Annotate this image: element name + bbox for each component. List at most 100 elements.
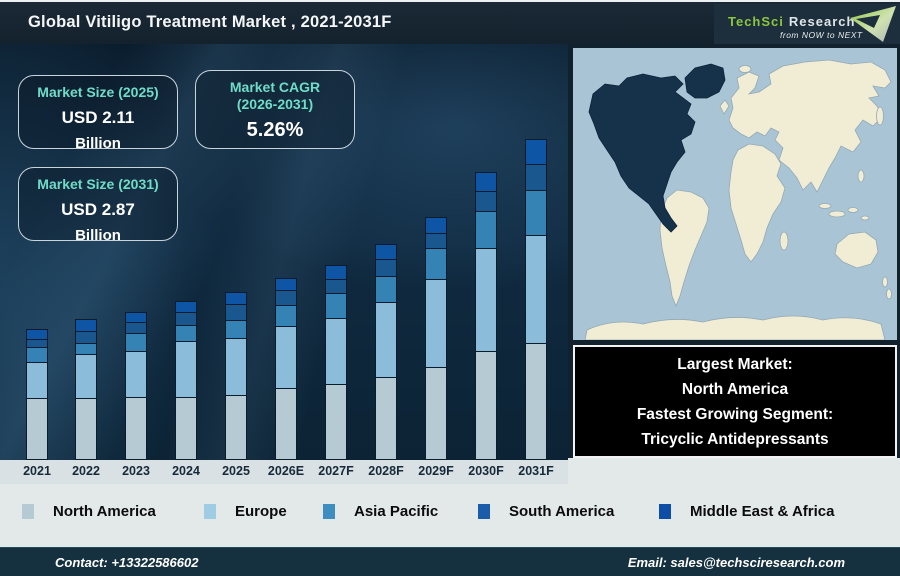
legend-swatch [659,503,671,519]
stat-box-market-size-2031: Market Size (2031) USD 2.87 Billion [18,167,178,244]
logo-tagline: from NOW to NEXT [780,30,863,40]
bar-segment-north-america [75,398,97,460]
stat-unit: Billion [75,135,121,152]
page-title: Global Vitiligo Treatment Market , 2021-… [28,13,392,31]
legend-label: South America [509,502,615,520]
bar-2024 [175,301,197,460]
x-axis-label-2029F: 2029F [418,464,454,478]
bar-segment-europe [26,362,48,399]
bar-segment-north-america [26,398,48,460]
stat-title: (2026-2031) [236,96,314,112]
bar-segment-south-america [275,290,297,306]
bar-segment-north-america [425,367,447,460]
x-axis-label-2022: 2022 [72,464,100,478]
bar-2021 [26,329,48,460]
legend: North America Europe Asia Pacific South Ame… [0,500,900,526]
bar-segment-north-america [225,395,247,460]
legend-swatch [478,503,490,519]
legend-swatch [22,503,34,519]
bar-segment-asia-pacific [375,276,397,303]
chart-panel: Market Size (2025) USD 2.11 Billion Mark… [0,44,568,460]
x-axis: 2021 2022 2023 2024 2025 2026E 2027F 2028F 2029F… [0,460,568,484]
bar-segment-middle-east-africa [525,139,547,165]
bar-segment-europe [275,326,297,389]
bar-segment-europe [225,338,247,396]
bar-segment-south-america [175,312,197,326]
bar-2029F [425,217,447,460]
x-axis-label-2026E: 2026E [267,464,305,478]
x-axis-label-2027F: 2027F [318,464,354,478]
logo-brand-secondary: Research [788,14,856,29]
legend-label: Middle East & Africa [690,502,835,520]
legend-item-europe: Europe [204,500,287,522]
footer-contact: Contact: +13322586602 [55,554,199,570]
bar-segment-asia-pacific [425,248,447,280]
header: Global Vitiligo Treatment Market , 2021-… [0,0,900,45]
bar-segment-north-america [525,343,547,460]
bar-segment-europe [125,351,147,398]
bar-2027F [325,265,347,460]
bar-2028F [375,244,397,460]
x-axis-label-2021: 2021 [23,464,51,478]
bar-2026E [275,278,297,460]
legend-label: North America [53,502,156,520]
logo-arrow-icon [850,6,896,42]
legend-item-middle-east-africa: Middle East & Africa [659,500,834,522]
bar-segment-asia-pacific [525,190,547,236]
bar-segment-europe [475,248,497,352]
bar-segment-europe [325,318,347,385]
legend-label: Europe [235,502,287,520]
stat-value: 5.26% [246,119,304,141]
bar-segment-europe [425,279,447,368]
legend-item-north-america: North America [22,500,156,522]
footer: Contact: +13322586602 Email: sales@techs… [0,547,900,576]
bar-segment-north-america [275,388,297,460]
callout-line: North America [681,380,789,398]
x-axis-label-2031F: 2031F [518,464,554,478]
largest-market-callout: Largest Market: North America Fastest Gr… [573,345,897,458]
bar-segment-north-america [175,397,197,460]
bar-2022 [75,319,97,460]
stat-box-market-size-2025: Market Size (2025) USD 2.11 Billion [18,75,178,152]
right-column: Largest Market: North America Fastest Gr… [568,44,900,458]
x-axis-label-2023: 2023 [122,464,150,478]
bar-segment-europe [175,341,197,398]
x-axis-label-2028F: 2028F [368,464,404,478]
callout-line: Fastest Growing Segment: [636,405,834,423]
callout-line: Tricyclic Antidepressants [641,430,829,448]
bar-segment-south-america [425,233,447,249]
x-axis-label-2030F: 2030F [468,464,504,478]
bar-segment-south-america [375,259,397,277]
legend-label: Asia Pacific [354,502,439,520]
legend-item-south-america: South America [478,500,614,522]
x-axis-label-2025: 2025 [222,464,250,478]
map-north-america-highlight [588,63,726,233]
bar-segment-asia-pacific [26,347,48,363]
stat-title: Market CAGR [229,79,321,95]
bar-segment-south-america [525,164,547,191]
bar-segment-asia-pacific [125,333,147,352]
bar-2031F [525,139,547,460]
bar-segment-europe [75,354,97,399]
bar-segment-asia-pacific [225,320,247,339]
bar-segment-north-america [325,384,347,460]
bar-segment-asia-pacific [175,325,197,342]
bar-segment-south-america [475,191,497,212]
bar-segment-middle-east-africa [475,172,497,192]
stat-value: USD 2.87 [61,200,135,219]
bar-segment-asia-pacific [275,305,297,327]
bar-2023 [125,312,147,460]
bar-segment-north-america [125,397,147,460]
bar-segment-middle-east-africa [325,265,347,280]
bar-segment-europe [375,302,397,378]
bar-segment-north-america [375,377,397,460]
stat-unit: Billion [75,227,121,244]
bar-segment-south-america [225,304,247,321]
techsci-logo: TechSci Research from NOW to NEXT [714,4,900,45]
logo-brand-primary: TechSci [728,14,784,29]
world-map [573,48,897,341]
bar-segment-middle-east-africa [425,217,447,234]
callout-line: Largest Market: [677,355,793,373]
bar-segment-europe [525,235,547,344]
